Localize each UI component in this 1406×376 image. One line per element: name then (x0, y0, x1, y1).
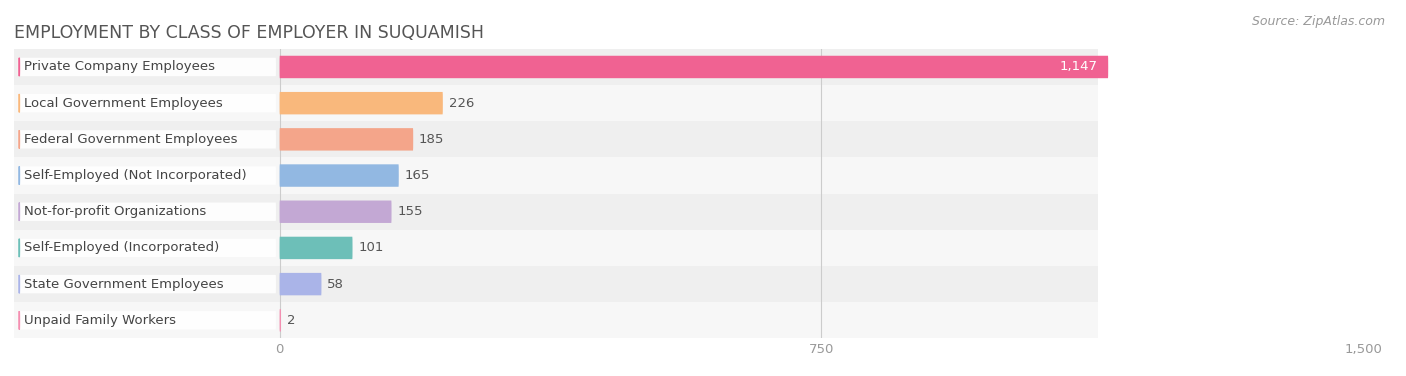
FancyBboxPatch shape (280, 92, 443, 114)
Text: 58: 58 (328, 277, 344, 291)
FancyBboxPatch shape (14, 49, 1098, 85)
FancyBboxPatch shape (280, 273, 322, 295)
Text: Federal Government Employees: Federal Government Employees (24, 133, 238, 146)
Text: Unpaid Family Workers: Unpaid Family Workers (24, 314, 176, 327)
Text: State Government Employees: State Government Employees (24, 277, 224, 291)
FancyBboxPatch shape (14, 230, 1098, 266)
FancyBboxPatch shape (280, 237, 353, 259)
FancyBboxPatch shape (14, 121, 1098, 158)
FancyBboxPatch shape (14, 158, 1098, 194)
FancyBboxPatch shape (18, 239, 276, 257)
FancyBboxPatch shape (18, 275, 276, 293)
FancyBboxPatch shape (18, 203, 276, 221)
Text: Local Government Employees: Local Government Employees (24, 97, 222, 110)
Text: Self-Employed (Incorporated): Self-Employed (Incorporated) (24, 241, 219, 255)
FancyBboxPatch shape (14, 85, 1098, 121)
Text: EMPLOYMENT BY CLASS OF EMPLOYER IN SUQUAMISH: EMPLOYMENT BY CLASS OF EMPLOYER IN SUQUA… (14, 24, 484, 42)
Text: 101: 101 (359, 241, 384, 255)
FancyBboxPatch shape (280, 309, 281, 332)
Text: 1,147: 1,147 (1059, 61, 1097, 73)
Text: 165: 165 (405, 169, 430, 182)
FancyBboxPatch shape (280, 128, 413, 150)
FancyBboxPatch shape (18, 311, 276, 329)
FancyBboxPatch shape (14, 194, 1098, 230)
FancyBboxPatch shape (280, 164, 399, 187)
FancyBboxPatch shape (280, 200, 391, 223)
Text: Not-for-profit Organizations: Not-for-profit Organizations (24, 205, 207, 218)
FancyBboxPatch shape (14, 302, 1098, 338)
Text: 155: 155 (398, 205, 423, 218)
FancyBboxPatch shape (18, 130, 276, 149)
Text: 226: 226 (449, 97, 474, 110)
Text: 185: 185 (419, 133, 444, 146)
FancyBboxPatch shape (14, 266, 1098, 302)
Text: Source: ZipAtlas.com: Source: ZipAtlas.com (1251, 15, 1385, 28)
Text: Private Company Employees: Private Company Employees (24, 61, 215, 73)
Text: 2: 2 (287, 314, 295, 327)
FancyBboxPatch shape (18, 58, 276, 76)
FancyBboxPatch shape (18, 94, 276, 112)
FancyBboxPatch shape (18, 166, 276, 185)
FancyBboxPatch shape (280, 56, 1108, 78)
Text: Self-Employed (Not Incorporated): Self-Employed (Not Incorporated) (24, 169, 246, 182)
